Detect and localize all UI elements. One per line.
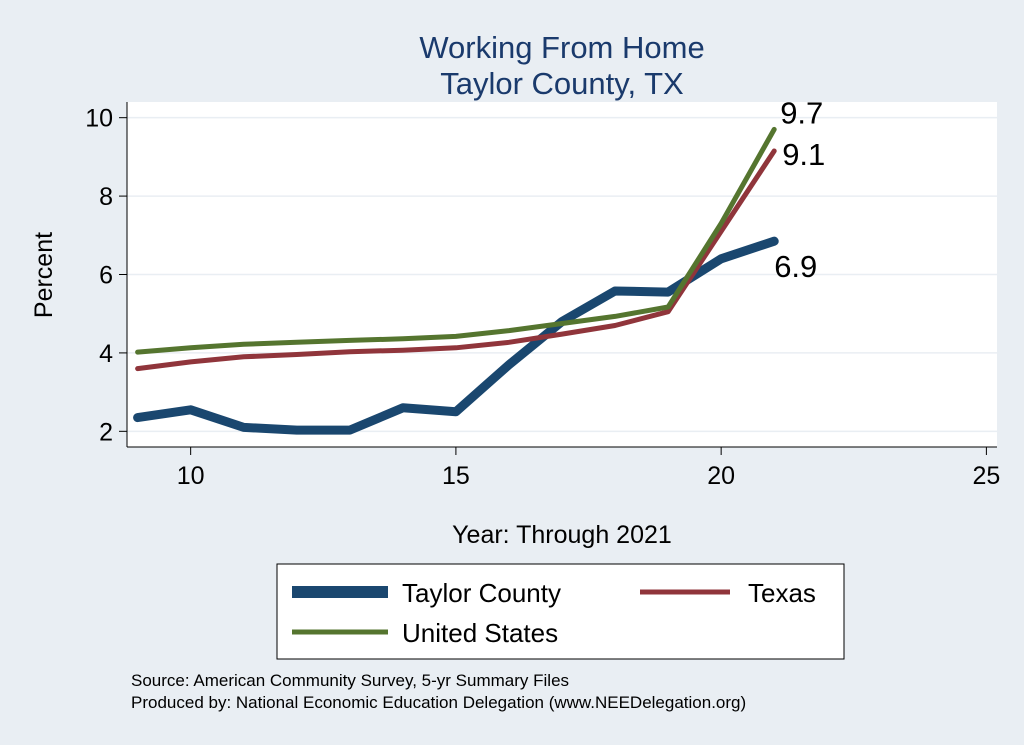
y-tick-label: 4 — [99, 340, 113, 368]
x-tick-label: 15 — [442, 462, 470, 490]
legend: Taylor County Texas United States — [292, 578, 816, 648]
series-line — [135, 126, 777, 355]
producer-note: Produced by: National Economic Education… — [131, 693, 746, 712]
end-label: 6.9 — [774, 249, 817, 284]
end-label: 9.7 — [780, 95, 823, 130]
x-tick-label: 10 — [177, 462, 205, 490]
end-labels: 6.9 9.1 9.7 — [774, 95, 825, 284]
y-tick-label: 2 — [99, 418, 113, 446]
x-tick-label: 20 — [707, 462, 735, 490]
series-lines — [133, 126, 779, 435]
source-note: Source: American Community Survey, 5-yr … — [131, 671, 569, 690]
legend-label: United States — [402, 618, 558, 648]
chart-title: Working From Home — [419, 30, 704, 65]
y-tick-label: 6 — [99, 262, 113, 290]
series-line — [133, 236, 779, 435]
legend-label: Texas — [748, 578, 816, 608]
y-axis-label: Percent — [30, 232, 58, 318]
chart-subtitle: Taylor County, TX — [440, 66, 684, 101]
y-tick-label: 8 — [99, 183, 113, 211]
legend-box — [276, 563, 845, 660]
x-axis-ticks: 10 15 20 25 — [177, 447, 1000, 490]
y-axis-ticks: 2 4 6 8 10 — [85, 105, 127, 446]
legend-label: Taylor County — [402, 578, 561, 608]
x-axis-label: Year: Through 2021 — [452, 521, 672, 549]
series-line — [135, 148, 777, 372]
end-label: 9.1 — [782, 137, 825, 172]
x-tick-label: 25 — [972, 462, 1000, 490]
y-tick-label: 10 — [85, 105, 113, 133]
